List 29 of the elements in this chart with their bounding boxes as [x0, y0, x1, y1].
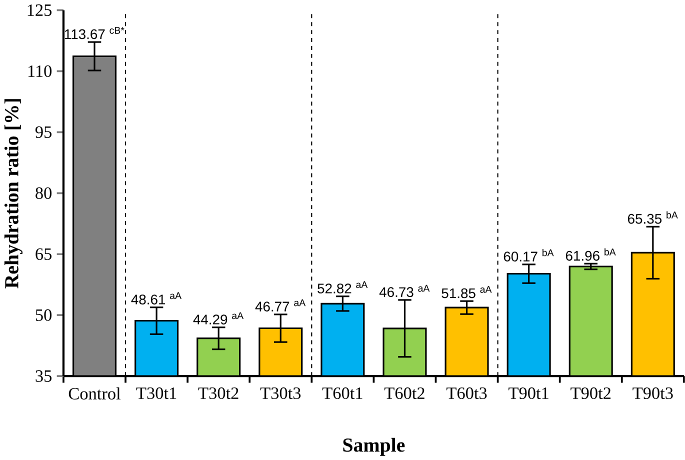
data-label: 65.35 $^{bA}$ [628, 211, 678, 224]
x-tick-label: T90t3 [632, 387, 673, 399]
y-tick-label: 65 [36, 248, 52, 260]
x-tick-label: T60t1 [322, 387, 362, 399]
data-label: 51.85 $^{aA}$ [442, 286, 492, 298]
data-label: 44.29 $^{aA}$ [193, 312, 244, 324]
data-label: 60.17 $^{bA}$ [504, 248, 554, 262]
x-tick-label: T30t3 [260, 387, 301, 399]
data-label: 48.61 $^{aA}$ [131, 292, 182, 304]
y-tick-label: 125 [28, 4, 52, 16]
x-tick-label: Control [68, 387, 120, 400]
data-label: 46.77 $^{aA}$ [255, 299, 306, 312]
y-tick-label: 35 [36, 370, 52, 382]
x-tick-label: T60t3 [446, 387, 487, 399]
x-tick-label: T90t1 [508, 387, 548, 399]
x-tick-label: T90t2 [570, 387, 611, 399]
y-axis-title: Rehydration ratio [%] [4, 98, 23, 288]
x-tick-label: T60t2 [384, 387, 424, 399]
data-label: 52.82 $^{aA}$ [318, 281, 368, 294]
y-tick-label: 80 [36, 187, 52, 199]
x-tick-label: T30t1 [136, 387, 176, 399]
data-label: 113.67 $^{cB*}$ [64, 26, 124, 39]
y-tick-label: 50 [36, 309, 52, 321]
y-tick-label: 110 [28, 65, 52, 77]
data-label: 46.73 $^{aA}$ [379, 284, 430, 297]
data-label: 61.96 $^{bA}$ [566, 248, 616, 261]
x-tick-label: T30t2 [198, 387, 238, 399]
y-tick-label: 95 [35, 126, 52, 138]
x-axis-title: Sample [343, 438, 405, 456]
